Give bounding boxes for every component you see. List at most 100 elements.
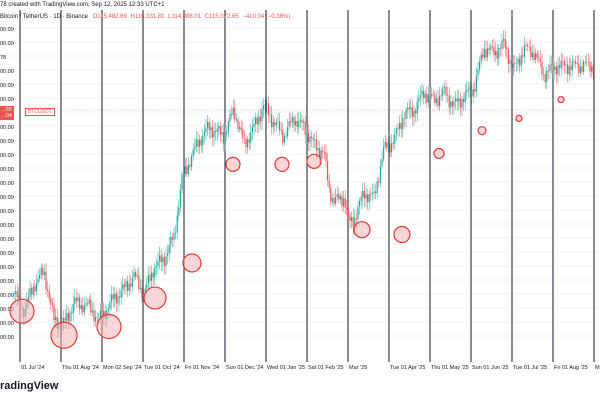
candle-body [471, 87, 473, 97]
candle-body [464, 91, 466, 103]
y-tick-label: 00.00 [0, 223, 14, 229]
y-tick-label: 78 [0, 55, 6, 61]
candle-body [517, 58, 519, 64]
candle-body [445, 86, 447, 96]
candle-body [395, 128, 397, 135]
candle-body [544, 74, 546, 83]
candle-body [43, 271, 45, 276]
candle-body [51, 302, 53, 305]
candle-body [570, 66, 572, 70]
candle-body [455, 98, 457, 101]
candle-body [312, 138, 314, 140]
candle-body [400, 122, 402, 130]
candle-body [523, 44, 525, 57]
candle-body [203, 131, 205, 136]
candle-body [139, 287, 141, 290]
candle-body [15, 291, 17, 294]
highlight-circle [353, 221, 371, 239]
candle-body [250, 131, 252, 143]
candle-body [506, 47, 508, 50]
candle-body [31, 288, 33, 295]
candle-body [479, 61, 481, 70]
y-tick-label: 00.00 [0, 335, 14, 341]
candle-body [266, 103, 268, 105]
candle-body [437, 98, 439, 107]
candle-body [431, 94, 433, 97]
y-tick-label: 00.00 [0, 307, 14, 313]
highlight-circle [143, 286, 167, 310]
candle-body [359, 200, 361, 207]
candle-body [343, 198, 345, 207]
candle-body [149, 274, 151, 281]
candle-body [283, 136, 285, 143]
candle-body [13, 293, 15, 295]
candle-body [547, 70, 549, 72]
y-tick-label: 00.00 [0, 125, 14, 131]
candle-body [296, 120, 298, 128]
candle-body [251, 126, 253, 132]
x-tick-label: Tue 01 Apr '25 [390, 365, 425, 371]
candle-body [349, 215, 351, 221]
candle-body [239, 127, 241, 130]
candle-body [368, 193, 370, 203]
candle-body [181, 174, 183, 190]
candle-body [63, 317, 65, 323]
candle-body [480, 54, 482, 62]
candle-body [205, 127, 207, 132]
x-tick-label: Wed 01 Jan '25 [267, 365, 305, 371]
candle-body [285, 136, 287, 137]
candle-body [178, 207, 180, 216]
candle-body [125, 281, 127, 288]
candle-body [274, 122, 276, 126]
candle-body [482, 54, 484, 58]
candle-body [93, 310, 95, 322]
candle-body [405, 109, 407, 119]
candle-body [295, 120, 297, 126]
candle-body [163, 257, 165, 266]
candle-body [493, 46, 495, 56]
candle-body [483, 48, 485, 58]
candle-body [40, 267, 42, 276]
candle-body [375, 191, 377, 193]
candle-body [426, 93, 428, 103]
candle-body [531, 52, 533, 58]
candle-body [555, 66, 557, 75]
candle-body [490, 46, 492, 50]
candle-body [101, 310, 103, 317]
candle-body [69, 312, 71, 322]
candle-body [259, 116, 261, 122]
candle-body [288, 121, 290, 127]
candle-body [408, 107, 410, 110]
candle-body [461, 99, 463, 108]
candle-body [325, 152, 327, 162]
candle-body [538, 57, 540, 59]
candle-body [543, 74, 545, 75]
candle-body [18, 295, 20, 298]
candle-body [552, 63, 554, 70]
candle-body [458, 98, 460, 102]
y-tick-label: 00.00 [0, 265, 14, 271]
y-tick-label: 00.00 [0, 321, 14, 327]
candle-body [434, 94, 436, 104]
candle-body [138, 275, 140, 290]
candle-body [91, 310, 93, 313]
candle-body [35, 283, 37, 292]
candle-body [533, 52, 535, 61]
candle-body [386, 141, 388, 148]
y-tick-label: 00.00 [0, 153, 14, 159]
candle-body [576, 63, 578, 64]
candle-body [267, 103, 269, 116]
low-value: L114,888.01 [168, 14, 202, 20]
candle-body [119, 296, 121, 298]
candle-body [528, 46, 530, 48]
candle-body [423, 90, 425, 98]
candle-body [335, 197, 337, 204]
candle-body [223, 132, 225, 144]
x-tick-label: Sun 01 Dec '24 [226, 365, 263, 371]
candle-body [264, 103, 266, 106]
candle-body [83, 306, 85, 313]
candle-body [522, 55, 524, 57]
candle-body [589, 62, 591, 72]
candle-body [519, 58, 521, 66]
